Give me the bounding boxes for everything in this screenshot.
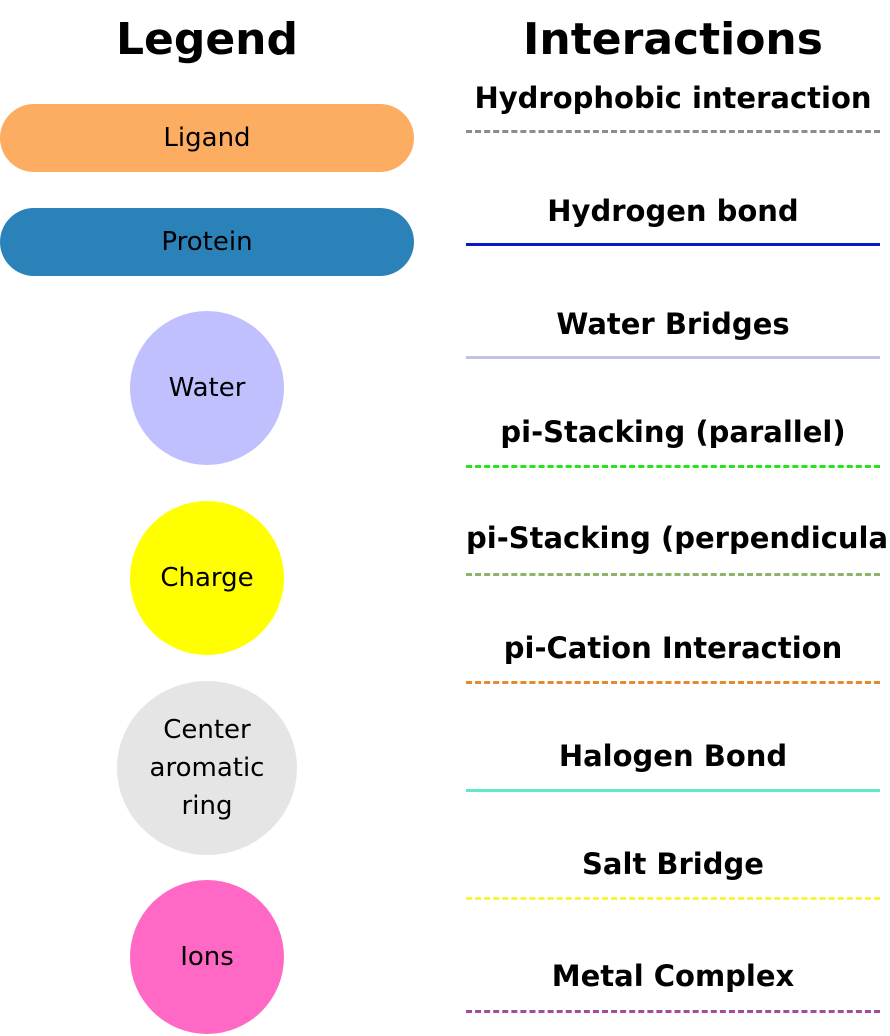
legend-item-center-aromatic-ring: Center aromatic ring — [117, 681, 297, 855]
interaction-line-hydrogen-bond — [466, 243, 880, 246]
interaction-line-pi-stacking-parallel — [466, 465, 880, 468]
interaction-label-halogen-bond: Halogen Bond — [558, 739, 788, 773]
interaction-label-salt-bridge: Salt Bridge — [582, 847, 764, 881]
legend-item-label: Charge — [160, 563, 254, 593]
legend-item-label: Center aromatic ring — [149, 715, 265, 821]
legend-item-water: Water — [130, 311, 284, 465]
legend-title: Legend — [115, 14, 299, 65]
legend-item-ligand: Ligand — [0, 104, 414, 172]
legend-item-ions: Ions — [130, 880, 284, 1034]
interaction-label-pi-cation: pi-Cation Interaction — [503, 631, 843, 665]
legend-item-label: Water — [168, 373, 246, 403]
interaction-line-halogen-bond — [466, 789, 880, 792]
legend-item-protein: Protein — [0, 208, 414, 276]
interaction-line-hydrophobic — [466, 130, 880, 133]
legend-item-label: Protein — [161, 227, 253, 257]
interaction-label-pi-stacking-parallel: pi-Stacking (parallel) — [500, 415, 846, 449]
interaction-label-hydrogen-bond: Hydrogen bond — [547, 194, 799, 228]
interaction-line-salt-bridge — [466, 897, 880, 900]
interaction-label-water-bridges: Water Bridges — [556, 307, 790, 341]
legend-item-label: Ions — [180, 942, 234, 972]
interaction-label-pi-stacking-perpendicular: pi-Stacking (perpendicular) — [466, 521, 890, 555]
interaction-line-pi-stacking-perpendicular — [466, 573, 880, 576]
interactions-title: Interactions — [523, 14, 823, 65]
interaction-line-metal-complex — [466, 1010, 880, 1013]
interaction-label-hydrophobic: Hydrophobic interaction — [474, 81, 872, 115]
interaction-line-water-bridges — [466, 356, 880, 359]
legend-item-label: Ligand — [163, 123, 251, 153]
interaction-line-pi-cation — [466, 681, 880, 684]
legend-item-charge: Charge — [130, 501, 284, 655]
interaction-label-metal-complex: Metal Complex — [551, 959, 795, 993]
